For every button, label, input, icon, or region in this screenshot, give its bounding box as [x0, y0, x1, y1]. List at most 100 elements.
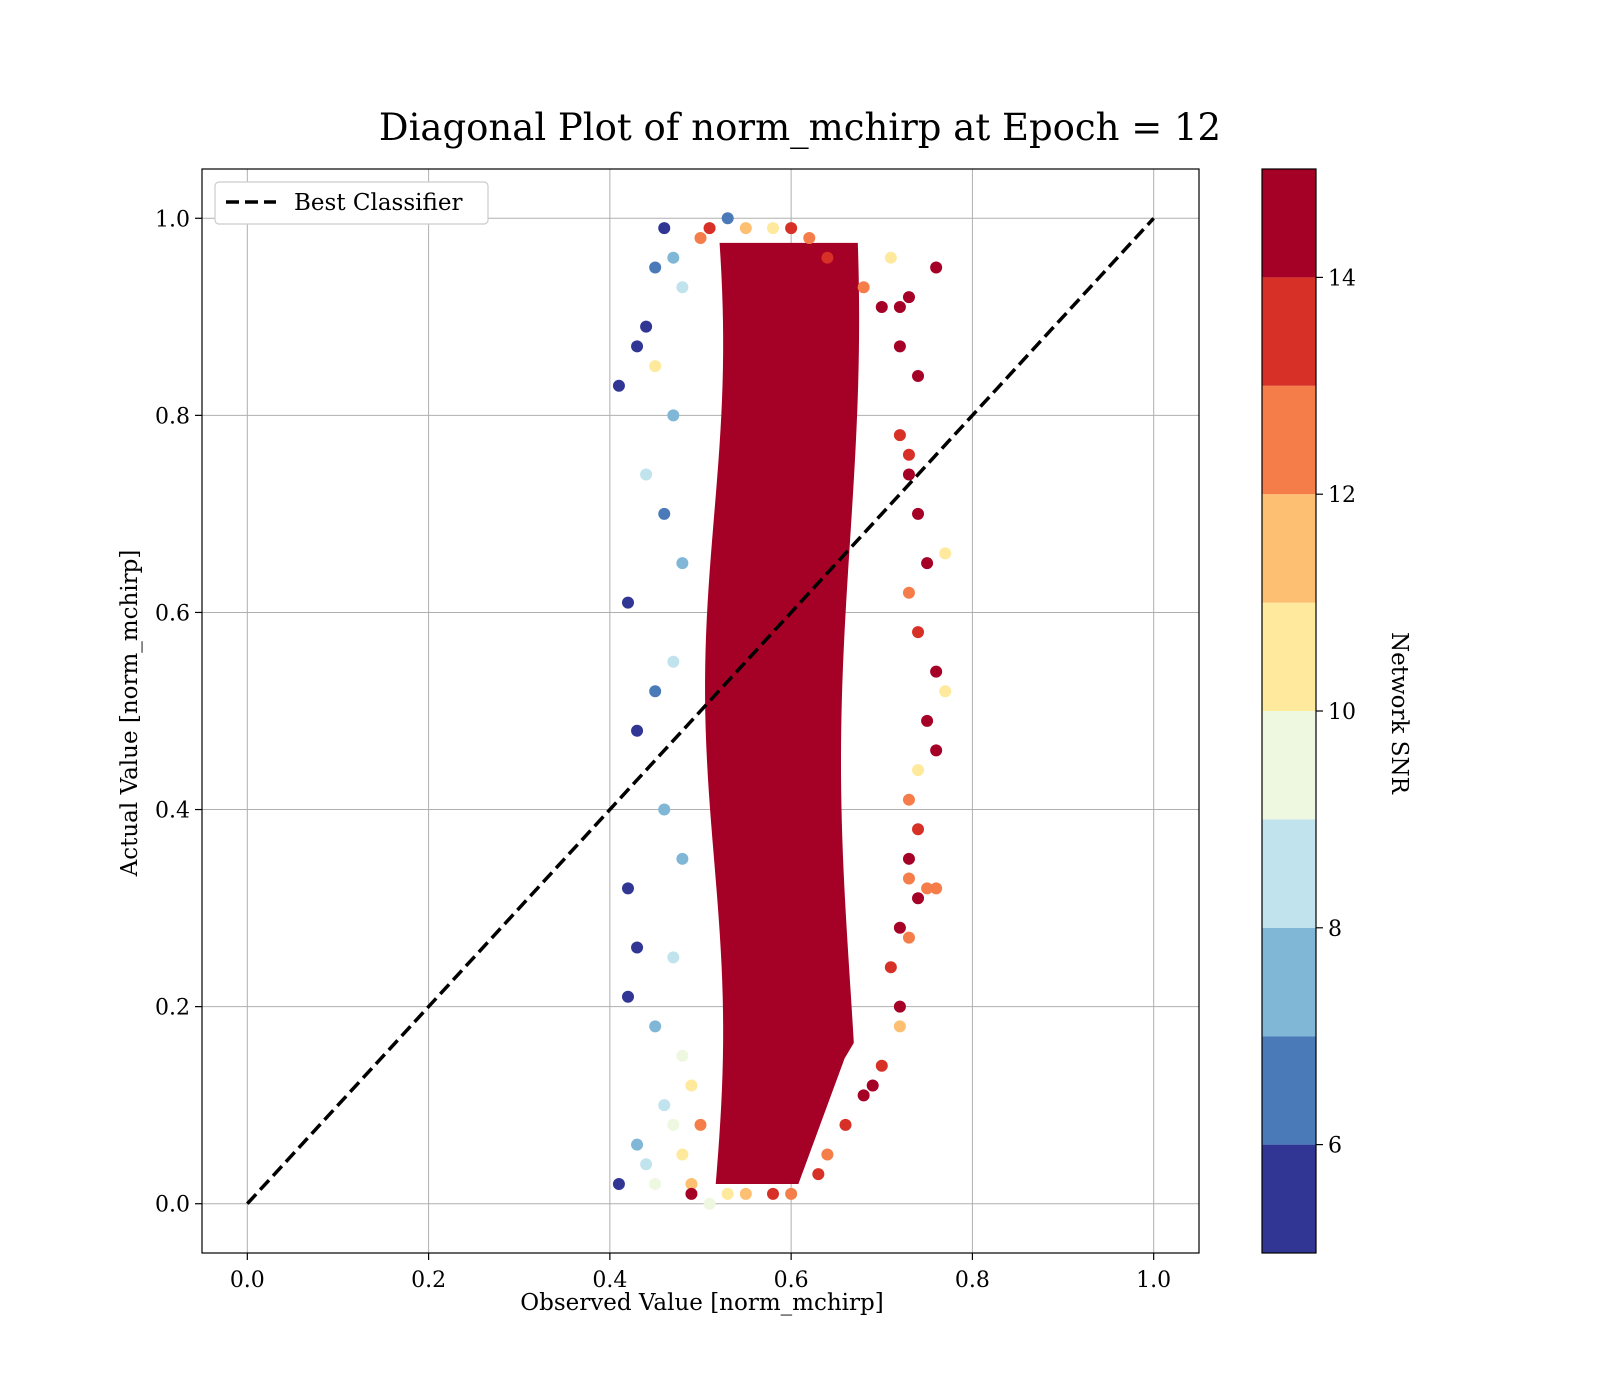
scatter-point — [939, 547, 952, 560]
scatter-point — [658, 1099, 671, 1112]
colorbar: 6 8 10 12 14 — [1261, 168, 1356, 1254]
x-tick-label: 0.2 — [411, 1268, 446, 1293]
scatter-point — [893, 300, 906, 313]
plot-frame — [201, 168, 1200, 1254]
scatter-point — [694, 231, 707, 244]
y-tick-label: 1.0 — [155, 207, 190, 232]
colorbar-level — [1262, 711, 1316, 820]
scatter-point — [893, 1000, 906, 1013]
scatter-point — [667, 951, 680, 964]
scatter-point — [667, 1118, 680, 1131]
scatter-point — [857, 1089, 870, 1102]
scatter-point — [902, 852, 915, 865]
scatter-point — [649, 685, 662, 698]
scatter-point — [676, 1049, 689, 1062]
scatter-point — [685, 1187, 698, 1200]
scatter-point — [631, 724, 644, 737]
scatter-point — [767, 222, 780, 235]
scatter-point — [884, 251, 897, 264]
scatter-point — [912, 369, 925, 382]
colorbar-level — [1262, 1036, 1316, 1145]
scatter-point — [631, 941, 644, 954]
scatter-point — [640, 1158, 653, 1171]
colorbar-tick-label: 6 — [1328, 1134, 1342, 1159]
scatter-point — [621, 882, 634, 895]
colorbar-tick-label: 10 — [1328, 700, 1356, 725]
x-tick-label: 0.8 — [955, 1268, 990, 1293]
y-tick-label: 0.6 — [155, 601, 190, 626]
y-tick-label: 0.2 — [155, 996, 190, 1021]
best-classifier-line — [246, 217, 1155, 1205]
scatter-point — [694, 1118, 707, 1131]
scatter-point — [912, 626, 925, 639]
scatter-point — [912, 892, 925, 905]
scatter-point — [612, 379, 625, 392]
scatter-point — [703, 222, 716, 235]
legend: Best Classifier — [214, 181, 489, 225]
scatter-point — [902, 468, 915, 481]
scatter-point — [703, 1197, 716, 1210]
scatter-point — [739, 1187, 752, 1200]
scatter-point — [857, 281, 870, 294]
colorbar-level — [1262, 385, 1316, 495]
scatter-point — [685, 1178, 698, 1191]
y-axis-label: Actual Value [norm_mchirp] — [117, 550, 143, 878]
scatter-point — [685, 1079, 698, 1092]
scatter-point — [921, 557, 934, 570]
chart-title: Diagonal Plot of norm_mchirp at Epoch = … — [379, 106, 1221, 150]
scatter-point — [884, 961, 897, 974]
scatter-point — [721, 1187, 734, 1200]
scatter-point — [902, 872, 915, 885]
scatter-point — [902, 931, 915, 944]
scatter-point — [640, 468, 653, 481]
scatter-point — [912, 507, 925, 520]
scatter-point — [821, 1148, 834, 1161]
scatter-point — [667, 655, 680, 668]
scatter-point — [658, 507, 671, 520]
y-tick-label: 0.4 — [155, 799, 190, 824]
colorbar-level — [1262, 1144, 1316, 1253]
scatter-point — [812, 1168, 825, 1181]
colorbar-level — [1262, 169, 1316, 278]
colorbar-tick-label: 12 — [1328, 483, 1356, 508]
scatter-point — [902, 291, 915, 304]
colorbar-level — [1262, 494, 1316, 603]
colorbar-level — [1262, 819, 1316, 928]
scatter-point — [930, 744, 943, 757]
scatter-point — [902, 586, 915, 599]
scatter-point — [649, 1020, 662, 1033]
scatter-point — [631, 1138, 644, 1151]
y-tick-label: 0.0 — [155, 1193, 190, 1218]
scatter-point — [902, 448, 915, 461]
colorbar-level — [1262, 927, 1316, 1037]
x-tick-label: 0.0 — [230, 1268, 265, 1293]
plot-area: 0.0 0.2 0.4 0.6 0.8 1.0 0.0 0.2 0.4 0.6 0.8 1.0 Best… — [155, 168, 1200, 1293]
scatter-point — [921, 714, 934, 727]
scatter-point — [649, 261, 662, 274]
scatter-point — [866, 1079, 879, 1092]
scatter-point — [721, 212, 734, 225]
scatter-point — [631, 340, 644, 353]
scatter-point — [893, 429, 906, 442]
scatter-point — [930, 261, 943, 274]
scatter-point — [621, 596, 634, 609]
colorbar-level — [1262, 602, 1316, 711]
scatter-point — [930, 882, 943, 895]
scatter-point — [767, 1187, 780, 1200]
scatter-point — [893, 340, 906, 353]
x-tick-label: 0.6 — [774, 1268, 809, 1293]
scatter-point — [649, 360, 662, 373]
scatter-point — [912, 764, 925, 777]
scatter-point — [640, 320, 653, 333]
scatter-point — [739, 222, 752, 235]
scatter-point — [875, 300, 888, 313]
scatter-point — [893, 921, 906, 934]
scatter-point — [676, 557, 689, 570]
scatter-point — [658, 803, 671, 816]
colorbar-label: Network SNR — [1386, 632, 1412, 795]
scatter-point — [839, 1118, 852, 1131]
scatter-point — [939, 685, 952, 698]
y-tick-label: 0.8 — [155, 404, 190, 429]
data-points — [246, 212, 1155, 1210]
